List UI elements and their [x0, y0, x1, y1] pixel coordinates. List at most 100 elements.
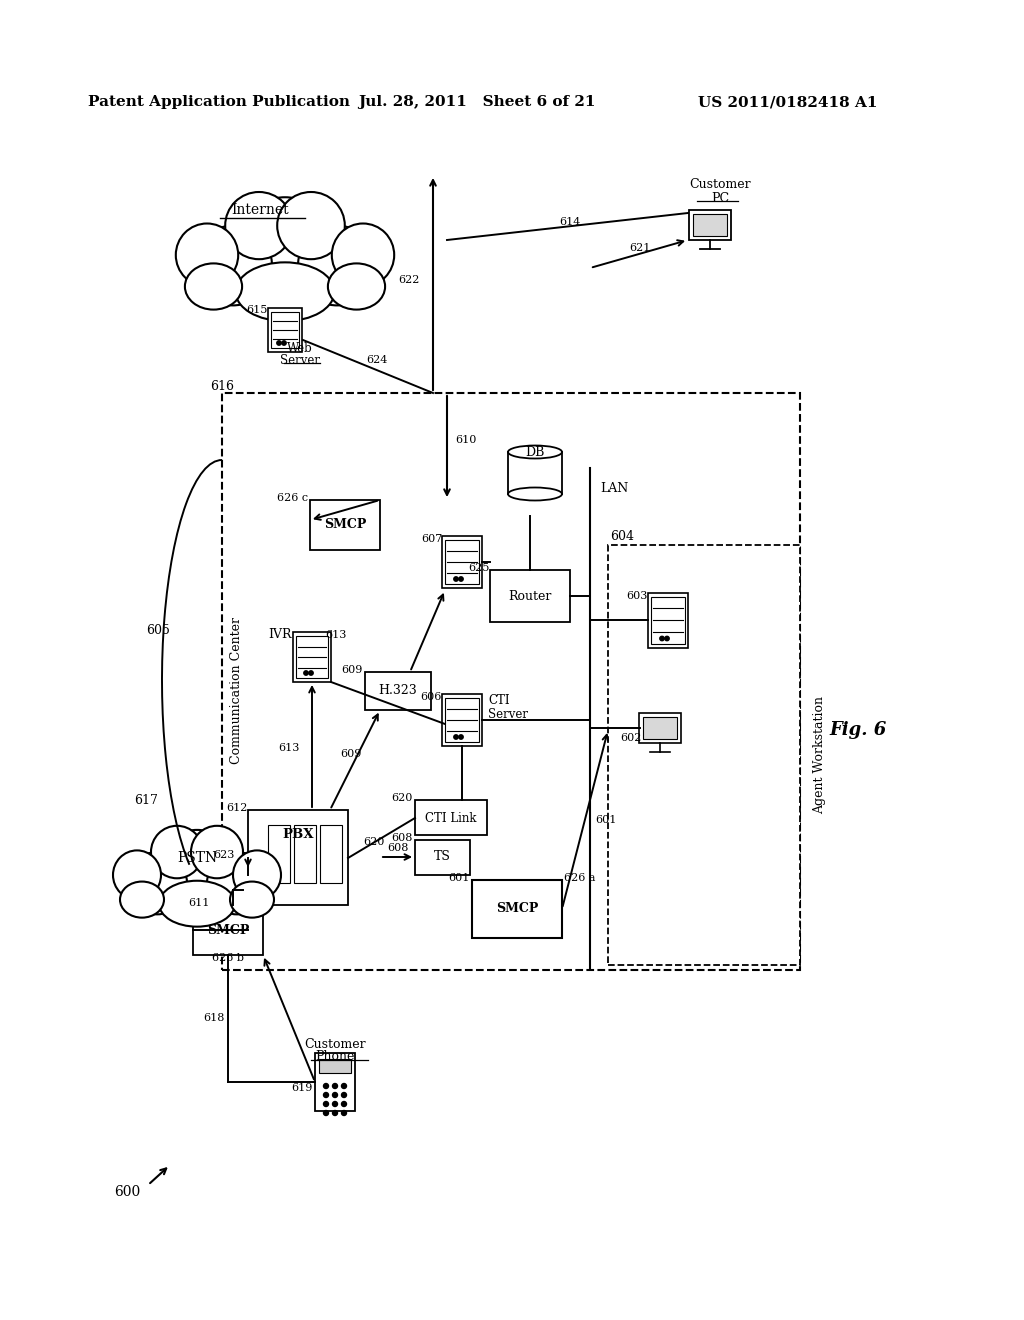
Ellipse shape [151, 826, 203, 878]
Text: CTI: CTI [488, 693, 510, 706]
Text: 616: 616 [210, 380, 234, 393]
Text: 607: 607 [421, 535, 442, 544]
Text: Server: Server [488, 708, 528, 721]
Ellipse shape [278, 191, 345, 259]
Ellipse shape [155, 830, 239, 920]
Text: 626 a: 626 a [564, 873, 596, 883]
Text: 605: 605 [146, 623, 170, 636]
Bar [319, 1059, 351, 1073]
Bar [268, 308, 302, 352]
Text: SMCP: SMCP [324, 519, 367, 532]
Text: 608: 608 [387, 843, 409, 853]
Text: DB: DB [525, 446, 545, 458]
Circle shape [304, 671, 308, 676]
Text: Patent Application Publication: Patent Application Publication [88, 95, 350, 110]
Text: 626 b: 626 b [212, 953, 244, 964]
Text: 625: 625 [469, 564, 490, 573]
Ellipse shape [159, 880, 234, 927]
Text: 609: 609 [342, 665, 362, 675]
Text: PC: PC [711, 191, 729, 205]
Text: 622: 622 [398, 275, 420, 285]
Ellipse shape [225, 191, 293, 259]
Bar [442, 694, 482, 746]
Ellipse shape [332, 223, 394, 286]
Circle shape [454, 577, 458, 581]
Circle shape [665, 636, 670, 640]
Bar [445, 698, 479, 742]
Ellipse shape [298, 226, 376, 305]
Bar [268, 825, 290, 883]
Circle shape [309, 671, 313, 676]
Text: 623: 623 [214, 850, 234, 861]
Text: 620: 620 [364, 837, 385, 847]
Bar [608, 545, 800, 965]
Text: 612: 612 [226, 803, 248, 813]
Text: 621: 621 [630, 243, 650, 253]
Circle shape [454, 735, 458, 739]
Text: PBX: PBX [283, 829, 313, 842]
Bar [415, 840, 470, 875]
Bar [643, 717, 677, 739]
Text: Web: Web [287, 342, 313, 355]
Text: Phone: Phone [315, 1051, 354, 1064]
Text: Customer: Customer [304, 1038, 366, 1051]
Text: 603: 603 [627, 591, 648, 601]
Bar [442, 536, 482, 587]
Text: 602: 602 [621, 733, 642, 743]
Circle shape [341, 1110, 346, 1115]
Ellipse shape [127, 851, 187, 915]
Bar [293, 632, 331, 682]
Text: 600: 600 [114, 1185, 140, 1199]
Ellipse shape [207, 851, 267, 915]
Bar [222, 393, 800, 970]
Text: CTI Link: CTI Link [425, 812, 477, 825]
Ellipse shape [230, 197, 340, 313]
Circle shape [333, 1110, 338, 1115]
Circle shape [324, 1084, 329, 1089]
Bar [271, 312, 299, 348]
Ellipse shape [236, 263, 335, 321]
Bar [508, 451, 562, 494]
Text: 624: 624 [367, 355, 388, 366]
Ellipse shape [176, 223, 239, 286]
Ellipse shape [191, 826, 243, 878]
Bar [648, 593, 688, 648]
Bar [315, 1053, 355, 1111]
Circle shape [324, 1093, 329, 1097]
Text: Server: Server [280, 354, 319, 367]
Text: 601: 601 [449, 873, 470, 883]
Circle shape [341, 1101, 346, 1106]
Bar [490, 570, 570, 622]
Text: 609: 609 [341, 748, 362, 759]
Text: 613: 613 [325, 630, 346, 640]
Bar [248, 810, 348, 906]
Ellipse shape [508, 487, 562, 500]
Circle shape [324, 1110, 329, 1115]
Circle shape [333, 1093, 338, 1097]
Text: TS: TS [433, 850, 451, 863]
Text: Internet: Internet [231, 203, 289, 216]
Ellipse shape [185, 264, 242, 310]
Bar [296, 636, 328, 678]
Text: SMCP: SMCP [496, 903, 539, 916]
Circle shape [333, 1101, 338, 1106]
Circle shape [459, 577, 463, 581]
Text: 617: 617 [134, 793, 158, 807]
Text: 620: 620 [391, 793, 413, 803]
Bar [365, 672, 431, 710]
Text: Router: Router [508, 590, 552, 602]
Text: 610: 610 [455, 436, 476, 445]
Text: H.323: H.323 [379, 685, 418, 697]
Ellipse shape [113, 850, 161, 900]
Circle shape [341, 1084, 346, 1089]
Bar [693, 214, 727, 236]
Bar [651, 597, 685, 644]
Bar [689, 210, 731, 240]
Text: 601: 601 [595, 814, 616, 825]
Text: 611: 611 [188, 898, 210, 908]
Circle shape [282, 341, 286, 346]
Bar [639, 713, 681, 743]
Text: 615: 615 [247, 305, 268, 315]
Text: Customer: Customer [689, 178, 751, 191]
Bar [193, 906, 263, 954]
